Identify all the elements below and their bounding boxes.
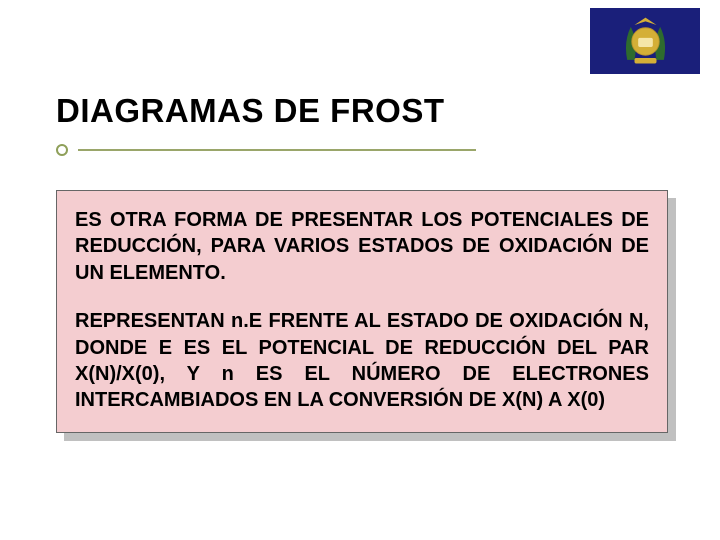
page-title: DIAGRAMAS DE FROST bbox=[56, 92, 445, 130]
content-panel: ES OTRA FORMA DE PRESENTAR LOS POTENCIAL… bbox=[56, 190, 668, 433]
paragraph-2: REPRESENTAN n.E FRENTE AL ESTADO DE OXID… bbox=[75, 308, 649, 414]
paragraph-1: ES OTRA FORMA DE PRESENTAR LOS POTENCIAL… bbox=[75, 207, 649, 286]
horizontal-rule bbox=[78, 149, 476, 151]
bullet-icon bbox=[56, 144, 68, 156]
panel-body: ES OTRA FORMA DE PRESENTAR LOS POTENCIAL… bbox=[56, 190, 668, 433]
crest-icon bbox=[618, 14, 673, 69]
logo-badge bbox=[590, 8, 700, 74]
title-underline bbox=[56, 142, 476, 158]
